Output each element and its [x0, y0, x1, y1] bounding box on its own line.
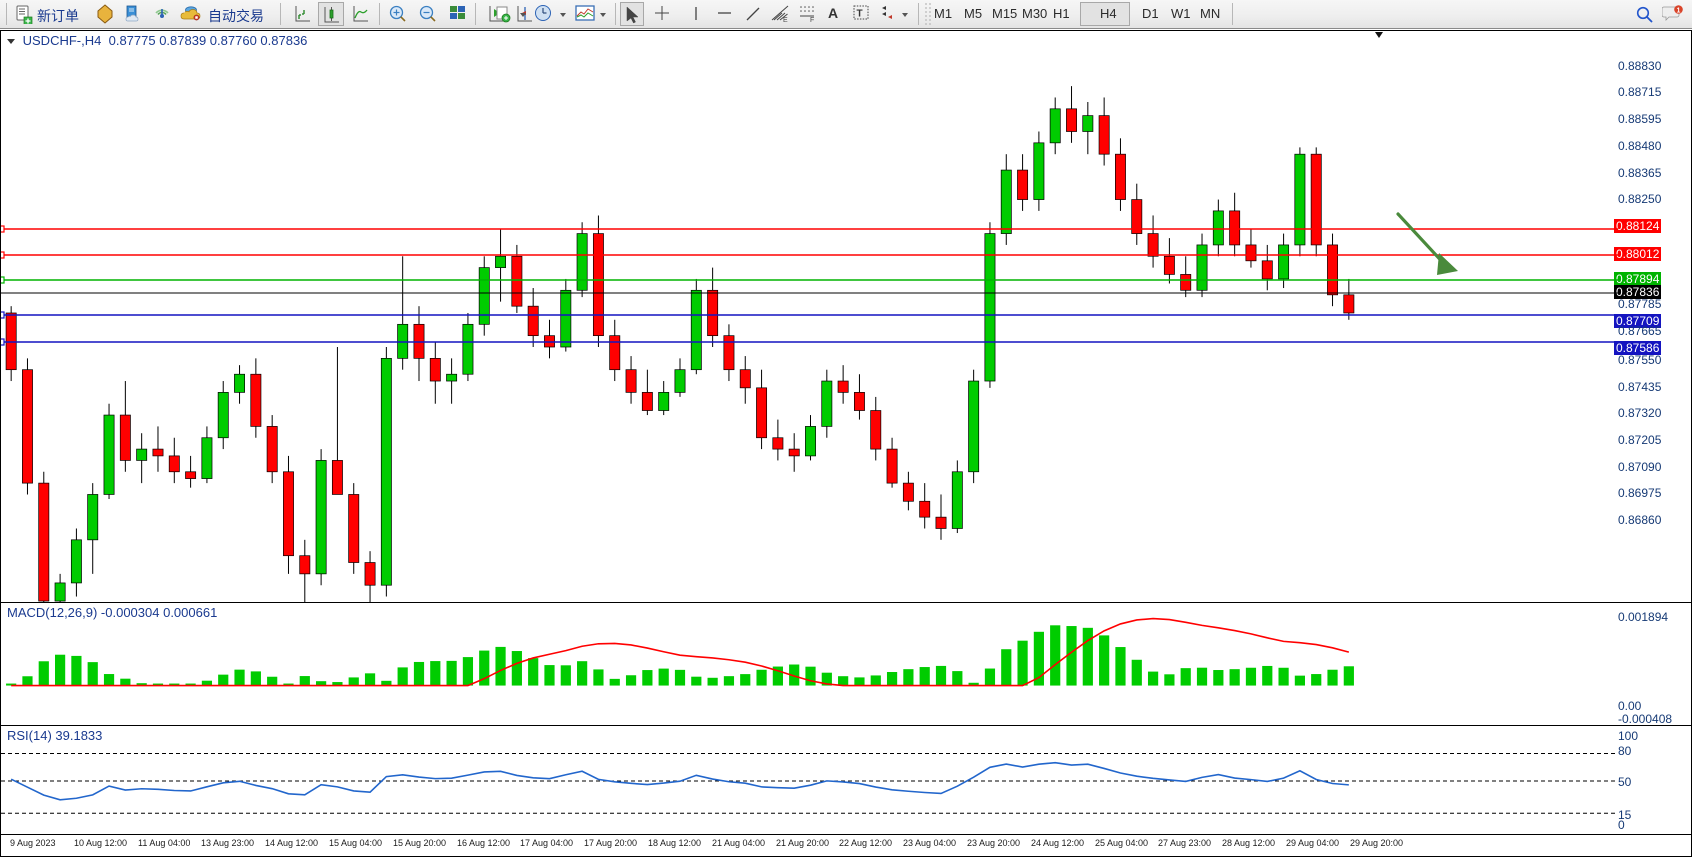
svg-text:F: F — [810, 17, 814, 24]
svg-text:1: 1 — [1677, 7, 1681, 14]
svg-text:E: E — [783, 17, 788, 24]
svg-text:A: A — [828, 5, 838, 21]
svg-text:T: T — [857, 9, 863, 20]
